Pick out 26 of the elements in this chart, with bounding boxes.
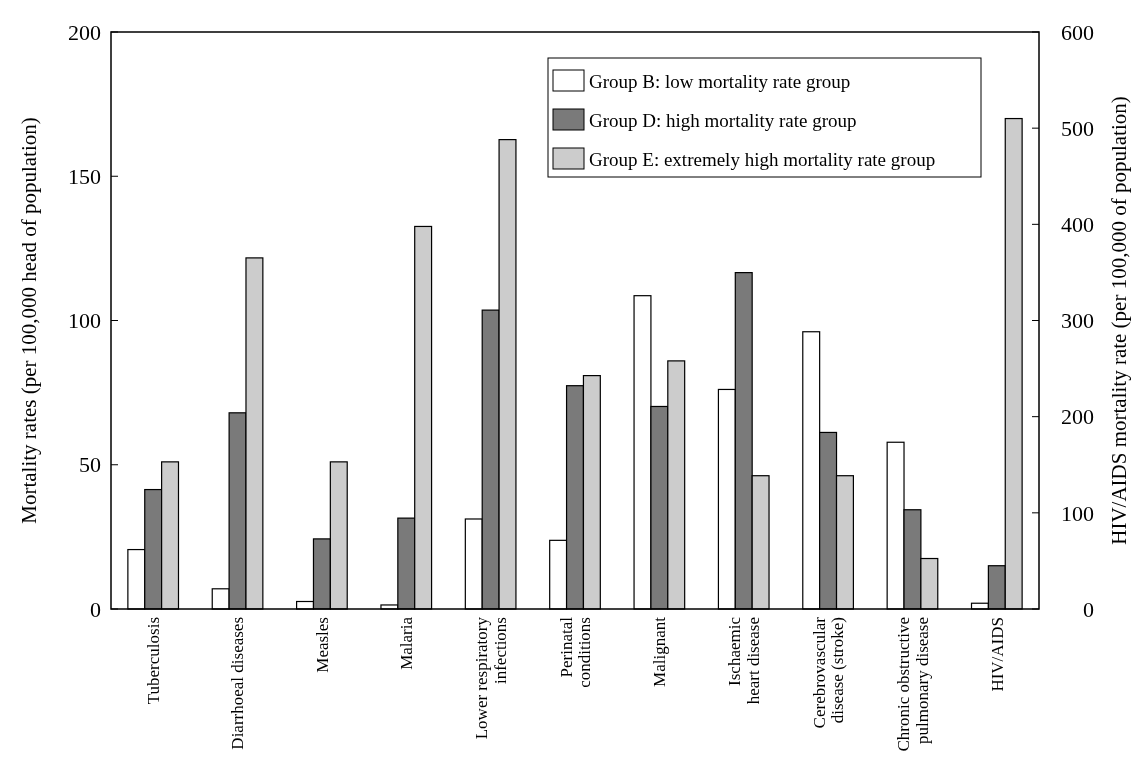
y2-tick-label: 0: [1083, 596, 1094, 622]
legend-label: Group D: high mortality rate group: [589, 109, 857, 131]
legend-label: Group E: extremely high mortality rate group: [589, 148, 936, 170]
x-tick-label: HIV/AIDS: [987, 617, 1007, 692]
x-tick-label: Diarrhoeal diseases: [228, 617, 248, 750]
y-tick-label: 0: [90, 596, 101, 622]
x-tick-label: Measles: [312, 617, 332, 673]
y-tick-label: 150: [68, 163, 101, 189]
y2-tick-label: 100: [1061, 500, 1094, 526]
x-tick-label: Cerebrovascular disease (stroke): [809, 616, 848, 729]
x-tick-label: Malaria: [397, 616, 417, 670]
y2-tick-label: 400: [1061, 212, 1094, 238]
y2-tick-label: 200: [1061, 404, 1094, 430]
legend-label: Group B: low mortality rate group: [589, 70, 851, 92]
y-axis-title: Mortality rates (per 100,000 head of population): [17, 117, 41, 524]
y2-tick-label: 300: [1061, 308, 1094, 334]
y-tick-label: 100: [68, 308, 101, 334]
x-tick-label: Tuberculosis: [144, 617, 164, 705]
y-tick-label: 200: [68, 19, 101, 45]
x-tick-label: Ischaemic heart disease: [725, 616, 764, 705]
y2-tick-label: 500: [1061, 115, 1094, 141]
y2-axis-title: HIV/AIDS mortality rate (per 100,000 of population): [1107, 96, 1131, 545]
x-tick-label: Malignant: [650, 616, 670, 687]
y2-tick-label: 600: [1061, 19, 1094, 45]
y-tick-label: 50: [79, 452, 101, 478]
x-tick-label: Lower respiratory infections: [472, 616, 510, 740]
